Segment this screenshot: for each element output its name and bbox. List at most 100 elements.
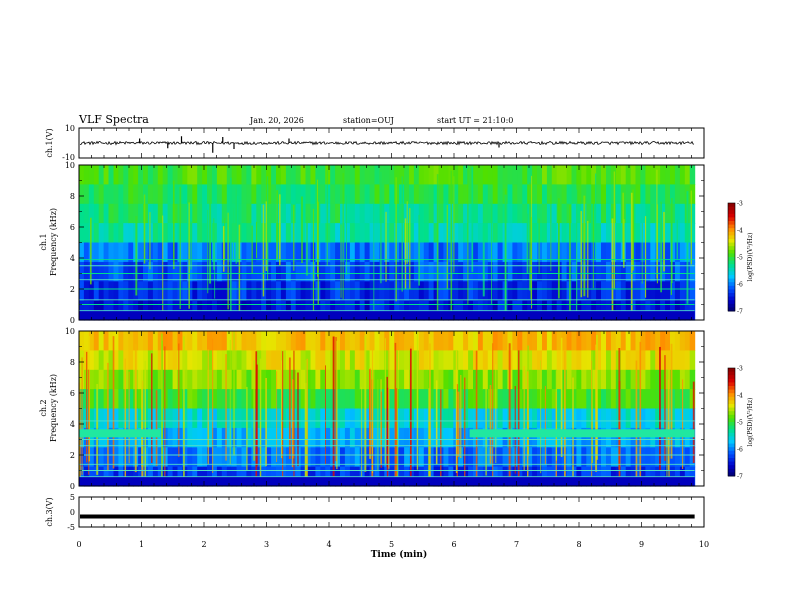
spectrogram-cell (645, 184, 651, 205)
spectrogram-cell (482, 165, 489, 185)
spectrogram-cell (157, 184, 164, 205)
spectrogram-cell (192, 427, 198, 448)
spectrogram-cell (384, 331, 390, 351)
spectrogram-cell (143, 350, 149, 371)
spectrogram-cell (689, 281, 696, 302)
spectrogram-cell (487, 184, 494, 205)
spectrogram-cell (152, 165, 159, 185)
spectrogram-cell (566, 369, 573, 390)
spectrogram-cell (517, 223, 523, 244)
spectrogram-cell (546, 350, 553, 371)
spectrogram-cell (571, 427, 577, 448)
spectrogram-cell (413, 369, 420, 390)
spectrogram-cell (468, 242, 474, 263)
spectrogram-cell (310, 408, 316, 429)
colorbar-cell (728, 231, 735, 236)
spectrogram-cell (108, 223, 114, 244)
spectrogram-cell (542, 427, 548, 448)
spectrogram-cell (320, 389, 326, 410)
spectrogram-cell (586, 427, 592, 448)
spectrogram-cell (369, 242, 376, 263)
spectrogram-cell (418, 261, 425, 282)
spectrogram-cell (103, 447, 110, 468)
spectrogram-cell (325, 184, 331, 205)
spectrogram-cell (507, 203, 513, 224)
spectrogram-cell (118, 350, 124, 371)
spectrogram-cell (241, 261, 247, 282)
spectrogram-cell (606, 184, 612, 205)
spectrogram-cell (684, 447, 691, 468)
spectrogram-cell (606, 261, 612, 282)
spectrogram-cell (571, 331, 577, 351)
spectrogram-cell (369, 223, 376, 244)
spectrogram-cell (187, 184, 193, 205)
spectrogram-cell (256, 389, 262, 410)
spectrogram-cell (349, 350, 356, 371)
spectrogram-cell (586, 369, 592, 390)
spectrogram-cell (477, 331, 484, 351)
spectrogram-cell (679, 184, 686, 205)
spectrogram-cell (571, 408, 577, 429)
spectrogram-cell (591, 203, 597, 224)
spectrogram-cell (113, 369, 119, 390)
spectrogram-cell (364, 261, 371, 282)
spectrogram-cell (133, 203, 139, 224)
spectrogram-cell (477, 427, 484, 448)
colorbar-cell (728, 260, 735, 265)
spectrogram-cell (221, 331, 228, 351)
spectrogram-cell (689, 203, 696, 224)
colorbar-cell (728, 465, 735, 470)
spectrogram-cell (118, 261, 124, 282)
spectrogram-cell (349, 369, 356, 390)
spectrogram-cell (276, 165, 282, 185)
spectrogram-cell (542, 223, 548, 244)
spectrogram-cell (374, 408, 380, 429)
colorbar-frame (727, 367, 736, 477)
spectrogram-cell (118, 389, 124, 410)
spectrogram-cell (394, 203, 400, 224)
spectrogram-cell (404, 184, 410, 205)
time-tick-label: 3 (264, 540, 269, 549)
spectrogram-cell (645, 447, 651, 468)
spectrogram-cell (138, 408, 144, 429)
spectrogram-cell (123, 165, 129, 185)
spectrogram-cell (433, 261, 440, 282)
spectrogram-cell (344, 261, 351, 282)
colorbar-cell (728, 267, 735, 272)
spectrogram-cell (413, 223, 420, 244)
spectrogram-cell (103, 389, 110, 410)
spectrogram-cell (413, 203, 420, 224)
spectrogram-cell (428, 242, 435, 263)
spectrogram-cell (276, 369, 282, 390)
spectrogram-cell (354, 223, 361, 244)
spectrogram-cell (566, 389, 573, 410)
spectrogram-cell (285, 261, 292, 282)
spectrogram-cell (443, 408, 449, 429)
spectrogram-cell (571, 165, 577, 185)
spectrogram-cell (221, 350, 228, 371)
spectrogram-cell (468, 223, 474, 244)
spectrogram-cell (650, 350, 656, 371)
spectrogram-cell (463, 165, 469, 185)
spectrogram-cell (359, 281, 366, 302)
spectrogram-cell (389, 331, 395, 351)
spectrogram-cell (537, 447, 543, 468)
spectrogram-cell (507, 165, 513, 185)
spectrogram-cell (438, 369, 444, 390)
spectrogram-cell (418, 350, 425, 371)
spectrogram-cell (625, 223, 632, 244)
spectrogram-cell (468, 350, 474, 371)
spectrogram-cell (394, 261, 400, 282)
spectrogram-cell (428, 331, 435, 351)
spectrogram-cell (276, 242, 282, 263)
colorbar-cell (728, 210, 735, 215)
spectrogram-cell (650, 447, 656, 468)
colorbar-cell (728, 368, 735, 373)
spectrogram-cell (670, 350, 676, 371)
spectrogram-cell (182, 408, 188, 429)
spectrogram-cell (670, 165, 676, 185)
spectrogram-cell (576, 369, 582, 390)
spectrogram-cell (364, 427, 371, 448)
spectrogram-cell (473, 242, 479, 263)
spectrogram-cell (330, 184, 336, 205)
